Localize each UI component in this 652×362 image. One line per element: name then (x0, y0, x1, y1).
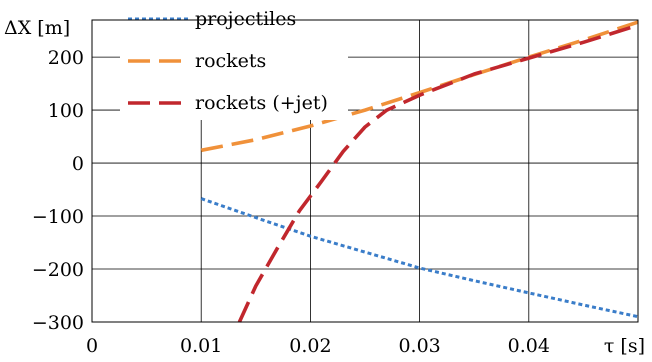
legend-label-0: projectiles (195, 8, 296, 30)
x-tick-label-1: 0.01 (180, 335, 222, 357)
legend-label-2: rockets (+jet) (195, 92, 328, 114)
x-axis-label: τ [s] (604, 335, 645, 357)
series-line-2 (237, 23, 639, 323)
legend-label-1: rockets (195, 50, 266, 72)
y-tick-label-4: 100 (48, 100, 84, 122)
y-tick-label-1: −200 (32, 259, 84, 281)
series-lines (200, 20, 639, 323)
plot-frame (91, 19, 639, 323)
legend-background (120, 4, 348, 120)
series-line-0 (200, 197, 639, 319)
x-tick-label-3: 0.03 (398, 335, 440, 357)
x-tick-label-4: 0.04 (508, 335, 550, 357)
x-tick-label-0: 0 (86, 335, 98, 357)
y-tick-label-0: −300 (32, 312, 84, 334)
legend: projectiles rockets rockets (+jet) (128, 8, 328, 114)
x-tick-label-2: 0.02 (289, 335, 331, 357)
y-tick-label-5: 200 (48, 47, 84, 69)
y-axis-label: ΔX [m] (4, 17, 70, 39)
tick-labels: 0 0.01 0.02 0.03 0.04 −300 −200 −100 0 100 200 (32, 47, 550, 357)
y-tick-label-3: 0 (72, 153, 84, 175)
y-tick-label-2: −100 (32, 206, 84, 228)
